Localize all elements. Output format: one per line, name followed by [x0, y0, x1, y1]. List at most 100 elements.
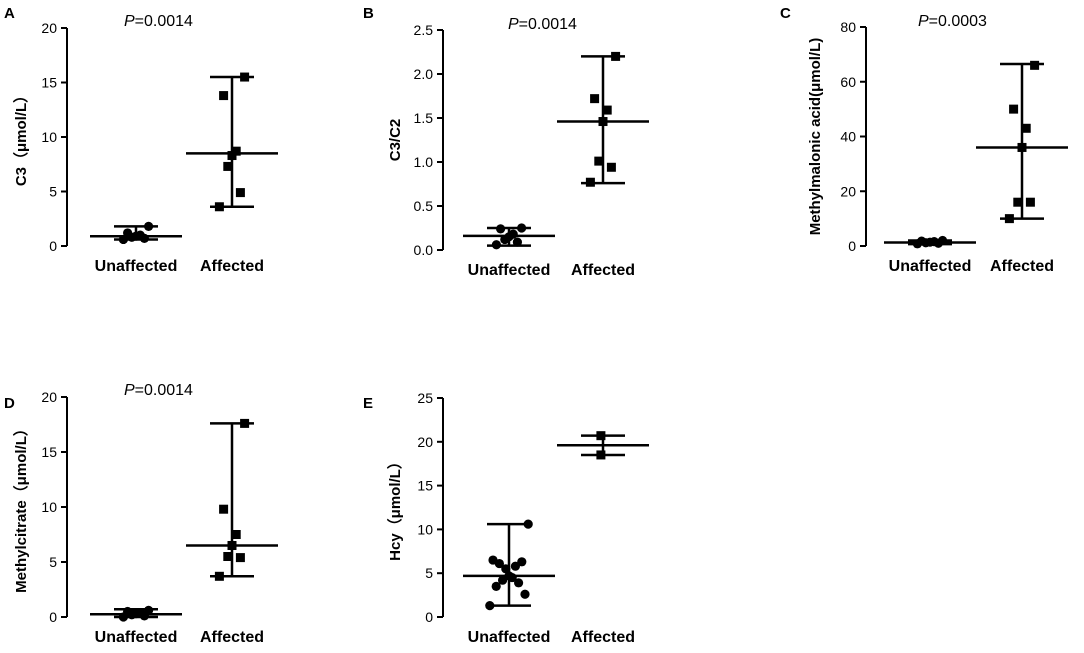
panel-letter: C — [780, 5, 791, 22]
data-point-circle — [135, 230, 145, 240]
data-point-square — [231, 530, 241, 539]
data-point-square — [214, 571, 224, 581]
data-point-square — [602, 105, 612, 115]
y-tick-label: 2.0 — [414, 66, 434, 82]
data-point-circle — [517, 223, 527, 233]
p-symbol: P — [124, 382, 135, 399]
data-point-circle — [504, 571, 514, 581]
data-point-square — [235, 188, 245, 198]
data-point-square — [596, 431, 606, 441]
data-point-circle — [485, 601, 495, 611]
data-point-circle — [488, 555, 498, 565]
p-value-label: P=0.0003 — [918, 13, 987, 30]
y-tick-label: 5 — [425, 565, 433, 581]
data-point-square — [1021, 123, 1031, 133]
data-point-square — [219, 91, 229, 101]
data-point-circle — [523, 519, 533, 529]
data-point-square — [1004, 214, 1014, 224]
y-tick-label: 15 — [41, 444, 57, 460]
y-tick-label: 0 — [49, 609, 57, 625]
data-point-circle — [512, 237, 523, 247]
data-point-square — [240, 418, 250, 428]
data-point-square — [231, 146, 241, 156]
x-category-label: Affected — [571, 262, 635, 279]
data-point-circle — [917, 236, 927, 246]
data-point-square — [1017, 142, 1027, 152]
x-category-label: Unaffected — [95, 258, 178, 275]
x-category-label: Unaffected — [468, 629, 551, 646]
data-point-square — [219, 504, 229, 514]
y-tick-label: 5 — [49, 184, 57, 200]
data-point-square — [594, 156, 604, 166]
y-tick-label: 15 — [417, 478, 433, 494]
data-point-square — [590, 94, 600, 104]
x-category-label: Affected — [990, 258, 1054, 275]
data-point-circle — [496, 224, 506, 234]
p-symbol: P — [124, 13, 135, 30]
data-point-square — [1009, 104, 1019, 114]
panel-letter: A — [4, 5, 15, 22]
p-value: =0.0014 — [519, 16, 577, 33]
p-symbol: P — [918, 13, 929, 30]
x-category-label: Unaffected — [889, 258, 972, 275]
y-tick-label: 80 — [840, 19, 856, 35]
data-point-circle — [135, 608, 145, 618]
p-value-label: P=0.0014 — [124, 13, 193, 30]
x-category-label: Unaffected — [95, 629, 178, 646]
panel-letter: D — [4, 395, 15, 412]
y-tick-label: 10 — [417, 521, 433, 537]
p-value: =0.0014 — [135, 382, 193, 399]
y-tick-label: 60 — [840, 74, 856, 90]
y-tick-label: 0.0 — [414, 242, 434, 258]
y-tick-label: 20 — [41, 20, 57, 36]
data-point-square — [598, 117, 608, 127]
x-category-label: Affected — [571, 629, 635, 646]
data-point-circle — [144, 221, 154, 231]
p-value: =0.0014 — [135, 13, 193, 30]
data-point-circle — [520, 589, 530, 599]
data-point-circle — [514, 578, 524, 588]
data-point-circle — [929, 237, 939, 247]
data-point-square — [227, 541, 237, 550]
data-point-square — [240, 72, 250, 82]
y-tick-label: 0 — [848, 238, 856, 254]
data-point-circle — [501, 564, 511, 574]
data-point-square — [611, 51, 621, 61]
x-category-label: Affected — [200, 629, 264, 646]
y-axis-label: C3/C2 — [387, 119, 404, 162]
data-point-circle — [491, 240, 501, 250]
p-value-label: P=0.0014 — [508, 16, 577, 33]
data-point-square — [1013, 197, 1023, 207]
data-point-circle — [508, 229, 518, 239]
y-tick-label: 15 — [41, 75, 57, 91]
y-tick-label: 1.5 — [414, 110, 434, 126]
data-point-square — [1025, 197, 1035, 207]
y-tick-label: 0 — [425, 609, 433, 625]
y-tick-label: 1.0 — [414, 154, 434, 170]
data-point-circle — [123, 606, 133, 617]
x-category-label: Unaffected — [468, 262, 551, 279]
panel-letter: B — [363, 5, 374, 22]
y-tick-label: 25 — [417, 390, 433, 406]
data-point-circle — [144, 605, 154, 616]
data-point-circle — [123, 228, 133, 238]
p-value-label: P=0.0014 — [124, 382, 193, 399]
data-point-circle — [938, 235, 948, 246]
panel-letter: E — [363, 395, 373, 412]
y-axis-label: C3（μmol/L） — [12, 88, 30, 186]
data-point-square — [214, 202, 224, 212]
y-axis-label: Methylcitrate（μmol/L） — [12, 421, 30, 593]
y-axis-label: Hcy（μmol/L） — [386, 454, 404, 561]
data-point-circle — [517, 557, 527, 567]
y-tick-label: 0 — [49, 238, 57, 254]
data-point-square — [1030, 60, 1040, 70]
y-tick-label: 20 — [41, 389, 57, 405]
x-category-label: Affected — [200, 258, 264, 275]
data-point-square — [606, 162, 616, 172]
data-point-square — [585, 177, 595, 187]
data-point-circle — [118, 234, 128, 245]
y-tick-label: 20 — [840, 183, 856, 199]
p-value: =0.0003 — [929, 13, 987, 30]
y-tick-label: 5 — [49, 554, 57, 570]
